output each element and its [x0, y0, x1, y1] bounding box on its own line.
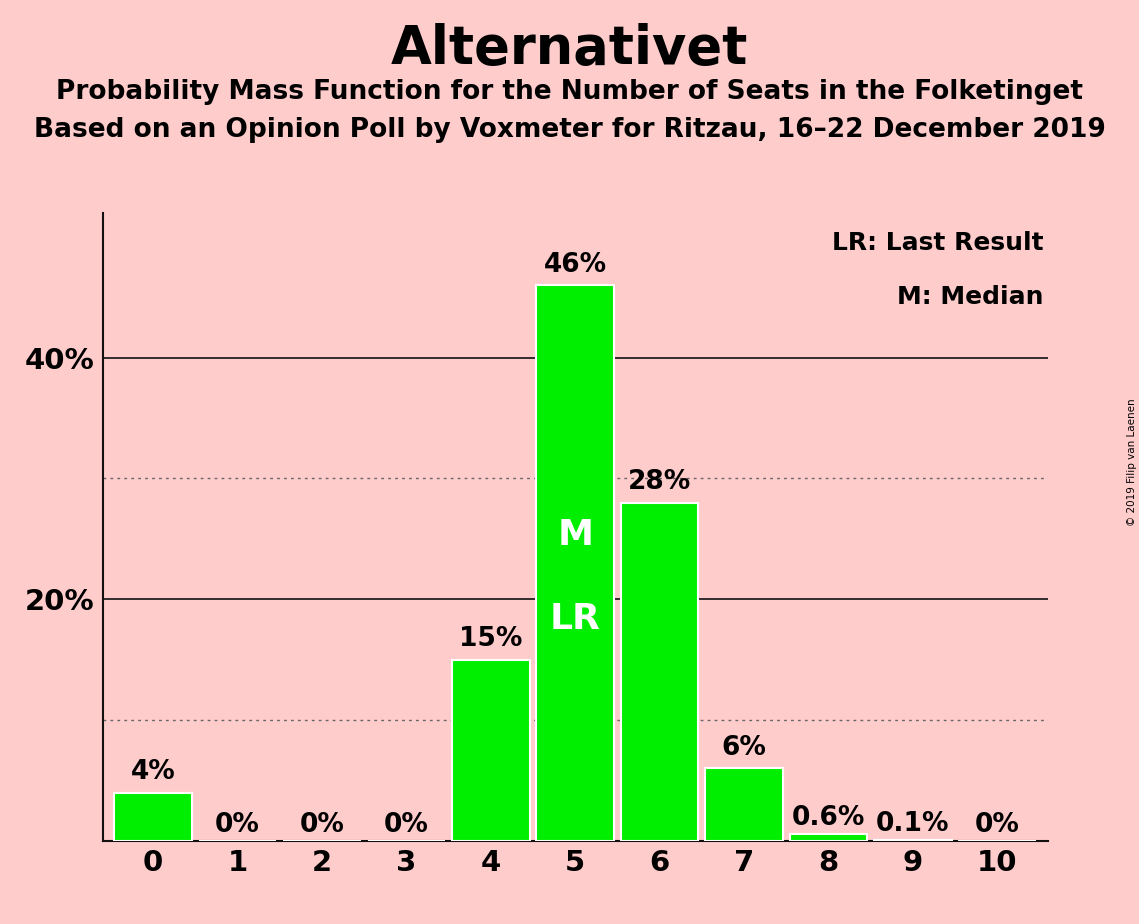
Text: Probability Mass Function for the Number of Seats in the Folketinget: Probability Mass Function for the Number… — [56, 79, 1083, 104]
Text: 0%: 0% — [384, 812, 428, 838]
Text: 0%: 0% — [300, 812, 344, 838]
Text: 28%: 28% — [628, 469, 691, 495]
Bar — [705, 769, 782, 841]
Text: 46%: 46% — [543, 251, 607, 278]
Text: Based on an Opinion Poll by Voxmeter for Ritzau, 16–22 December 2019: Based on an Opinion Poll by Voxmeter for… — [33, 117, 1106, 143]
Text: Alternativet: Alternativet — [391, 23, 748, 75]
Text: 6%: 6% — [722, 736, 767, 761]
Text: LR: Last Result: LR: Last Result — [831, 231, 1043, 255]
Bar — [874, 840, 952, 841]
Text: 4%: 4% — [131, 760, 175, 785]
Text: © 2019 Filip van Laenen: © 2019 Filip van Laenen — [1126, 398, 1137, 526]
Bar — [536, 285, 614, 841]
Text: LR: LR — [550, 602, 600, 636]
Text: 0.6%: 0.6% — [792, 805, 866, 832]
Text: 0%: 0% — [975, 812, 1019, 838]
Text: 0%: 0% — [215, 812, 260, 838]
Bar — [114, 793, 192, 841]
Bar — [452, 660, 530, 841]
Bar — [621, 503, 698, 841]
Text: M: M — [557, 518, 593, 553]
Bar — [789, 833, 867, 841]
Text: M: Median: M: Median — [898, 285, 1043, 309]
Text: 0.1%: 0.1% — [876, 811, 950, 837]
Text: 15%: 15% — [459, 626, 523, 652]
